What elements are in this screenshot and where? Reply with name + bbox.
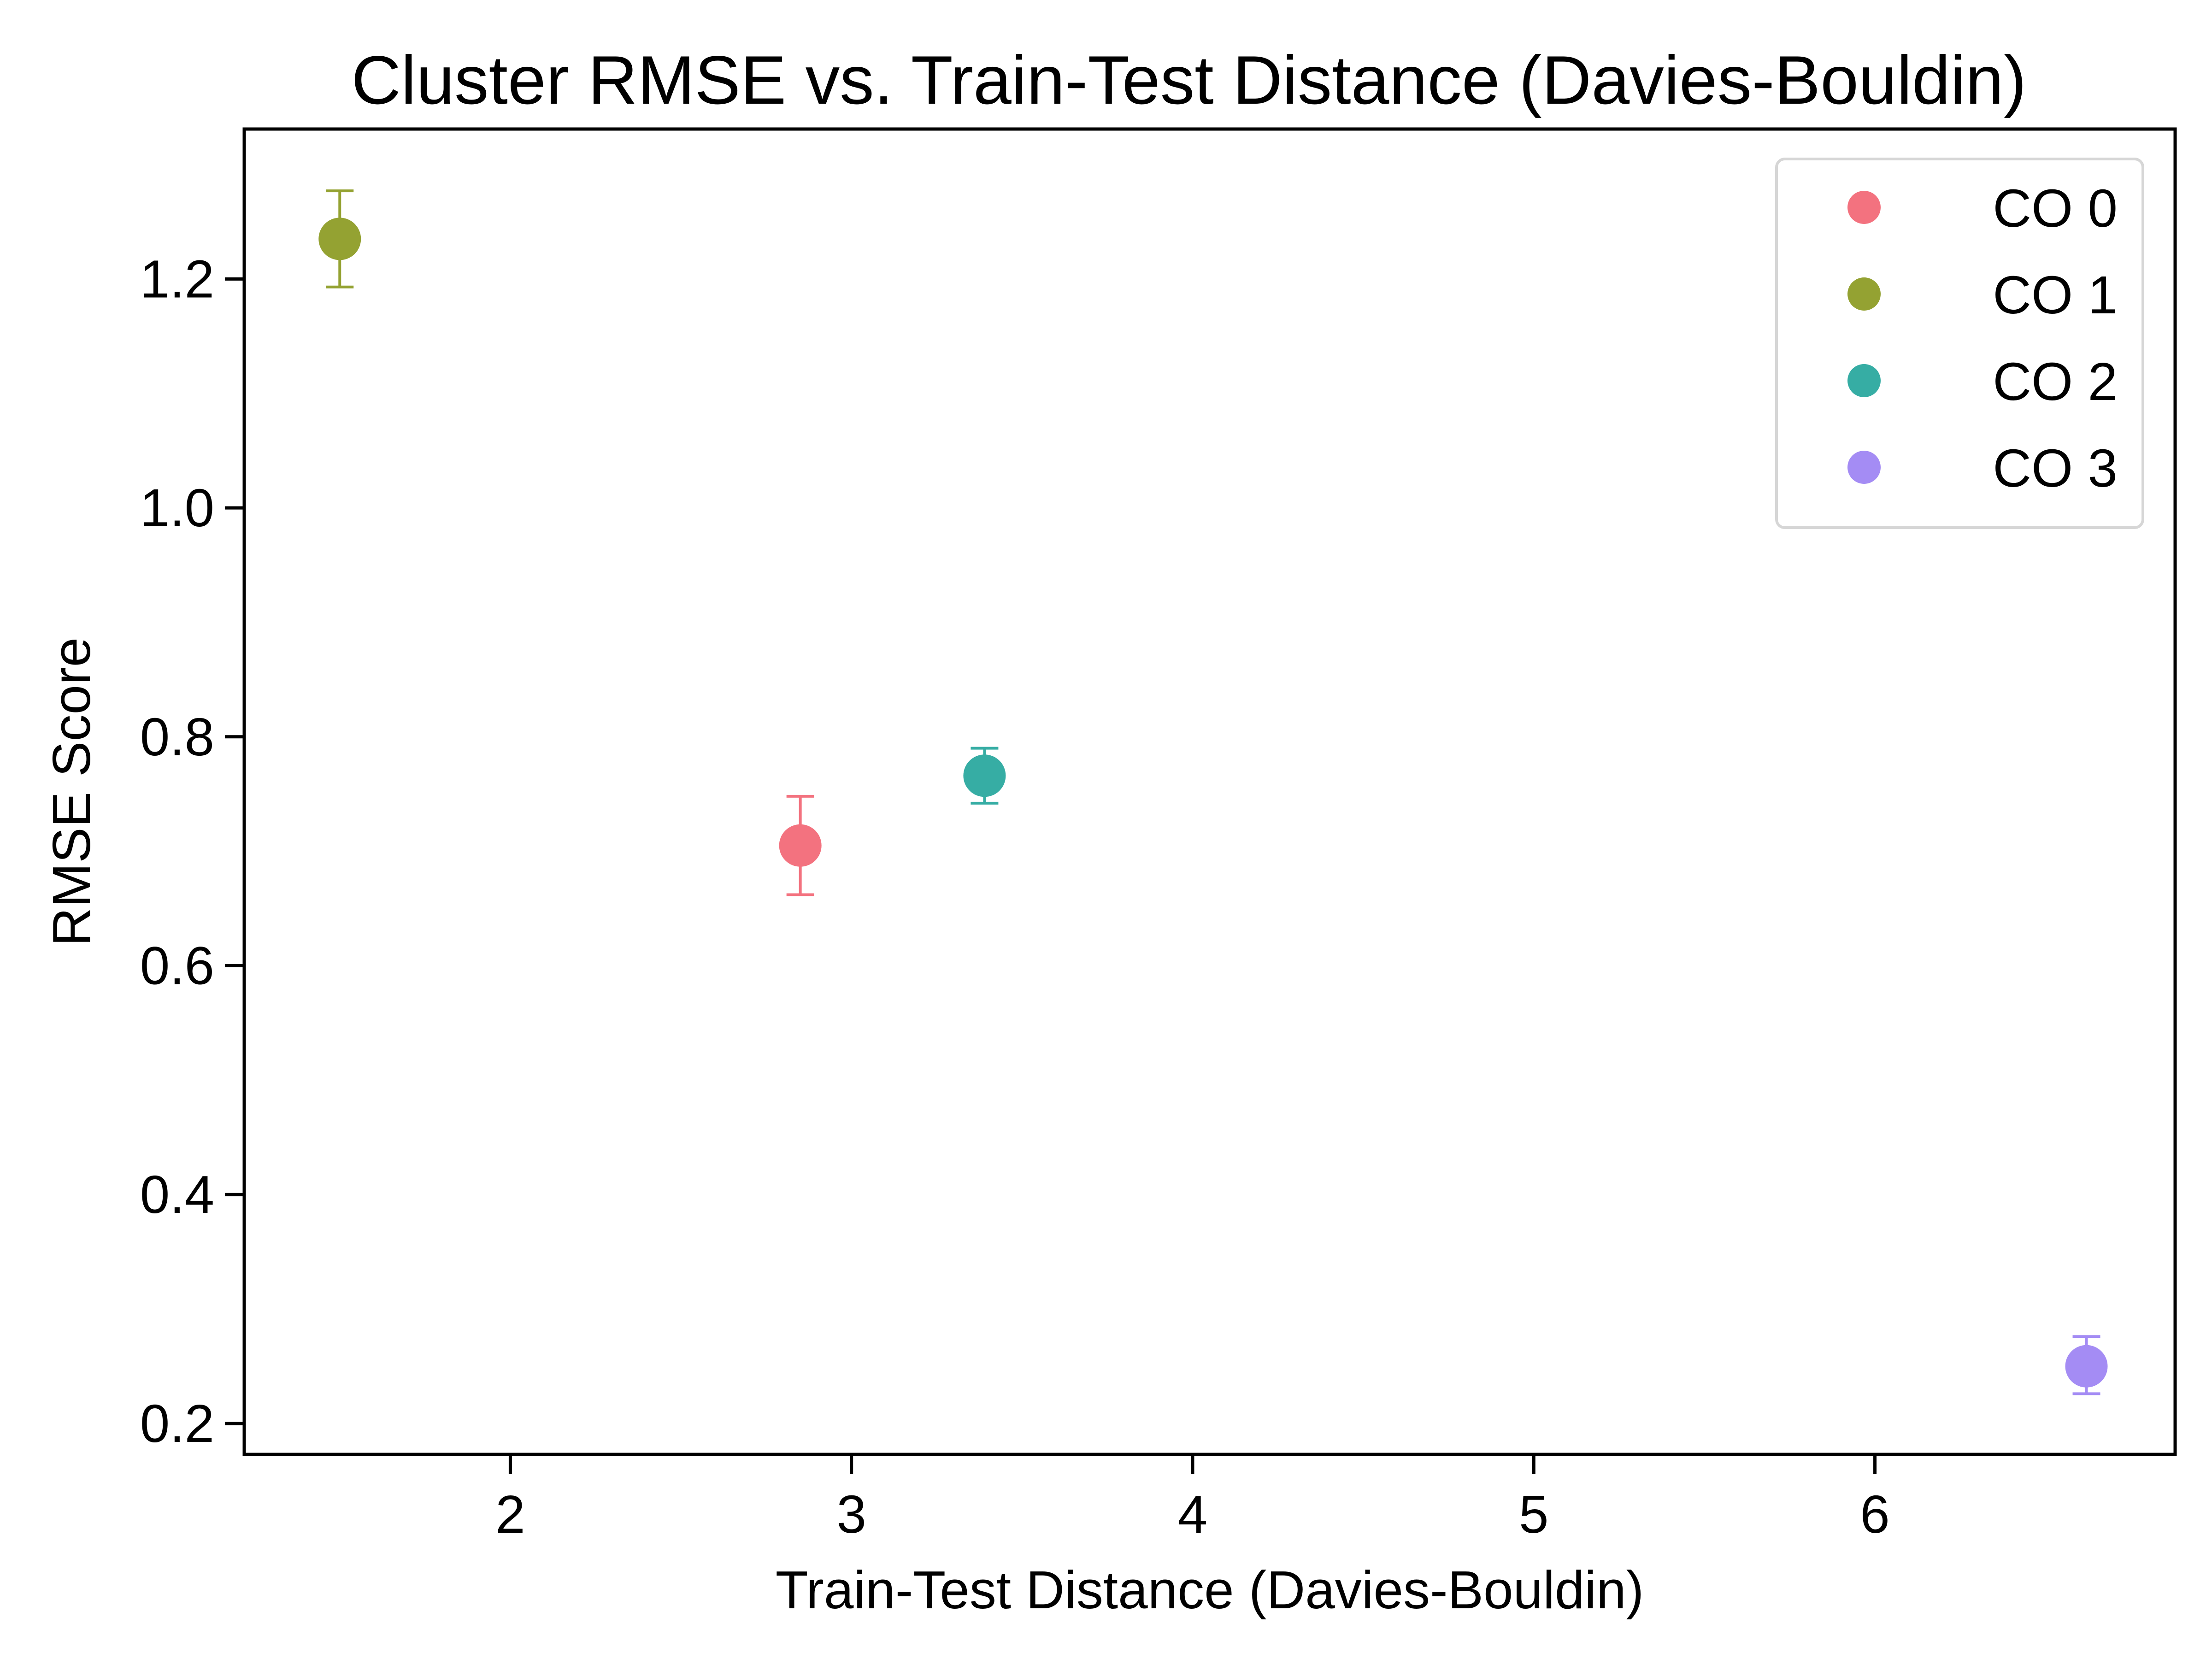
x-axis-label: Train-Test Distance (Davies-Bouldin) xyxy=(776,1560,1644,1620)
chart-title: Cluster RMSE vs. Train-Test Distance (Da… xyxy=(351,41,2026,118)
y-tick-label: 0.4 xyxy=(140,1165,214,1224)
legend-label: CO 3 xyxy=(1993,438,2118,498)
legend-label: CO 1 xyxy=(1993,265,2118,325)
x-tick-label: 6 xyxy=(1860,1484,1890,1544)
x-tick-label: 5 xyxy=(1519,1484,1549,1544)
y-tick-label: 0.6 xyxy=(140,936,214,996)
data-point xyxy=(963,754,1006,797)
plot-area xyxy=(318,189,2108,1395)
y-tick-label: 0.2 xyxy=(140,1394,214,1453)
series-3 xyxy=(2065,1335,2108,1395)
legend-marker xyxy=(1847,451,1881,484)
legend-marker xyxy=(1847,191,1881,224)
legend-marker xyxy=(1847,364,1881,397)
x-tick-label: 4 xyxy=(1178,1484,1208,1544)
plot-frame xyxy=(242,127,2177,1456)
legend-marker xyxy=(1847,277,1881,311)
data-point xyxy=(318,218,361,260)
y-tick-label: 1.2 xyxy=(140,249,214,309)
legend-box xyxy=(1775,158,2144,529)
series-0 xyxy=(779,794,822,896)
x-tick-label: 2 xyxy=(495,1484,525,1544)
y-axis-label: RMSE Score xyxy=(41,637,101,946)
series-1 xyxy=(318,189,361,288)
y-tick-label: 1.0 xyxy=(140,478,214,538)
data-point xyxy=(2065,1345,2108,1388)
legend-label: CO 0 xyxy=(1993,178,2118,238)
y-axis: 0.2 0.4 0.6 0.8 1.0 1.2 xyxy=(140,249,244,1453)
x-tick-label: 3 xyxy=(836,1484,866,1544)
legend: CO 0 CO 1 CO 2 CO 3 xyxy=(1775,158,2144,529)
x-axis: 2 3 4 5 6 xyxy=(495,1454,1890,1544)
legend-label: CO 2 xyxy=(1993,352,2118,412)
y-tick-label: 0.8 xyxy=(140,707,214,767)
data-point xyxy=(779,824,822,867)
series-2 xyxy=(963,747,1006,805)
